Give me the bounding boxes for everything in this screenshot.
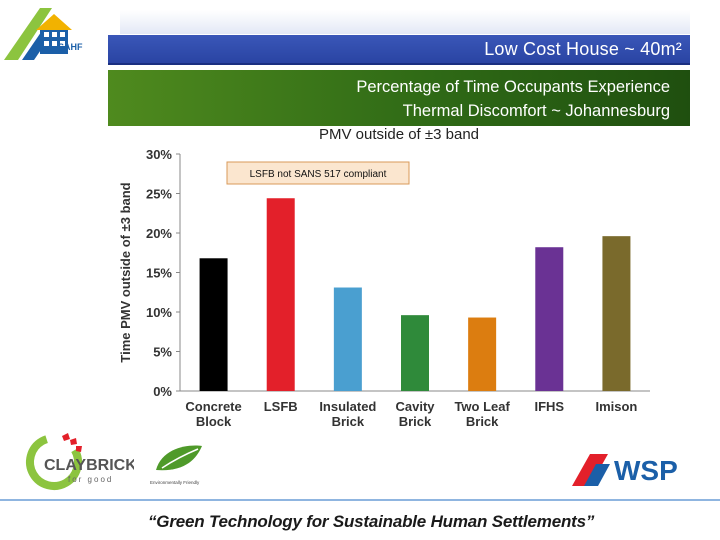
sahf-logo-text: SAHF	[58, 42, 83, 52]
y-tick-label: 20%	[146, 226, 172, 241]
wsp-text: WSP	[614, 455, 678, 486]
x-tick-label: Cavity	[395, 399, 435, 414]
x-tick-label: IFHS	[534, 399, 564, 414]
y-tick-label: 25%	[146, 187, 172, 202]
x-tick-label: Concrete	[185, 399, 241, 414]
x-tick-label: Insulated	[319, 399, 376, 414]
bar	[401, 315, 429, 391]
y-tick-label: 10%	[146, 305, 172, 320]
y-tick-label: 0%	[153, 384, 172, 399]
y-tick-label: 30%	[146, 147, 172, 162]
x-tick-label: Brick	[466, 414, 499, 429]
bar	[468, 317, 497, 391]
annotation-text: LSFB not SANS 517 compliant	[250, 169, 387, 180]
annotation-box	[226, 161, 410, 185]
title-bar-highlight	[120, 10, 690, 34]
y-tick-label: 5%	[153, 345, 172, 360]
bar	[266, 198, 295, 391]
environmentally-friendly-logo: Environmentally Friendly	[150, 445, 202, 485]
x-tick-label: Block	[196, 414, 232, 429]
claybrick-subtext: for good	[68, 475, 113, 484]
footer-tagline: “Green Technology for Sustainable Human …	[148, 512, 595, 531]
x-tick-label: Two Leaf	[454, 399, 510, 414]
subtitle-bar: Percentage of Time Occupants Experience …	[108, 70, 690, 126]
x-tick-label: Imison	[595, 399, 637, 414]
x-tick-label: LSFB	[264, 399, 298, 414]
sahf-logo	[0, 0, 105, 68]
y-axis-label: Time PMV outside of ±3 band	[118, 182, 133, 362]
wsp-logo: WSP	[572, 454, 678, 486]
bar	[602, 236, 631, 391]
bar-chart: PMV outside of ±3 band 0% 5% 10% 15% 20% 25% 30…	[118, 126, 650, 429]
x-tick-label: Brick	[399, 414, 432, 429]
chart-title: PMV outside of ±3 band	[319, 126, 479, 143]
env-logo-caption: Environmentally Friendly	[150, 480, 200, 485]
subtitle-line-2: Thermal Discomfort ~ Johannesburg	[402, 102, 670, 120]
x-tick-label: Brick	[332, 414, 365, 429]
claybrick-text: CLAYBRICK	[44, 457, 134, 474]
claybrick-logo: CLAYBRICK for good	[26, 433, 134, 490]
y-tick-label: 15%	[146, 266, 172, 281]
title-bar: Low Cost House ~ 40m²	[108, 35, 690, 65]
bar	[333, 287, 362, 391]
subtitle-line-1: Percentage of Time Occupants Experience	[356, 78, 670, 96]
footer: “Green Technology for Sustainable Human …	[0, 504, 720, 540]
footer-divider	[0, 499, 720, 501]
page-title: Low Cost House ~ 40m²	[484, 39, 682, 59]
bar	[199, 258, 228, 391]
bar	[535, 247, 564, 391]
